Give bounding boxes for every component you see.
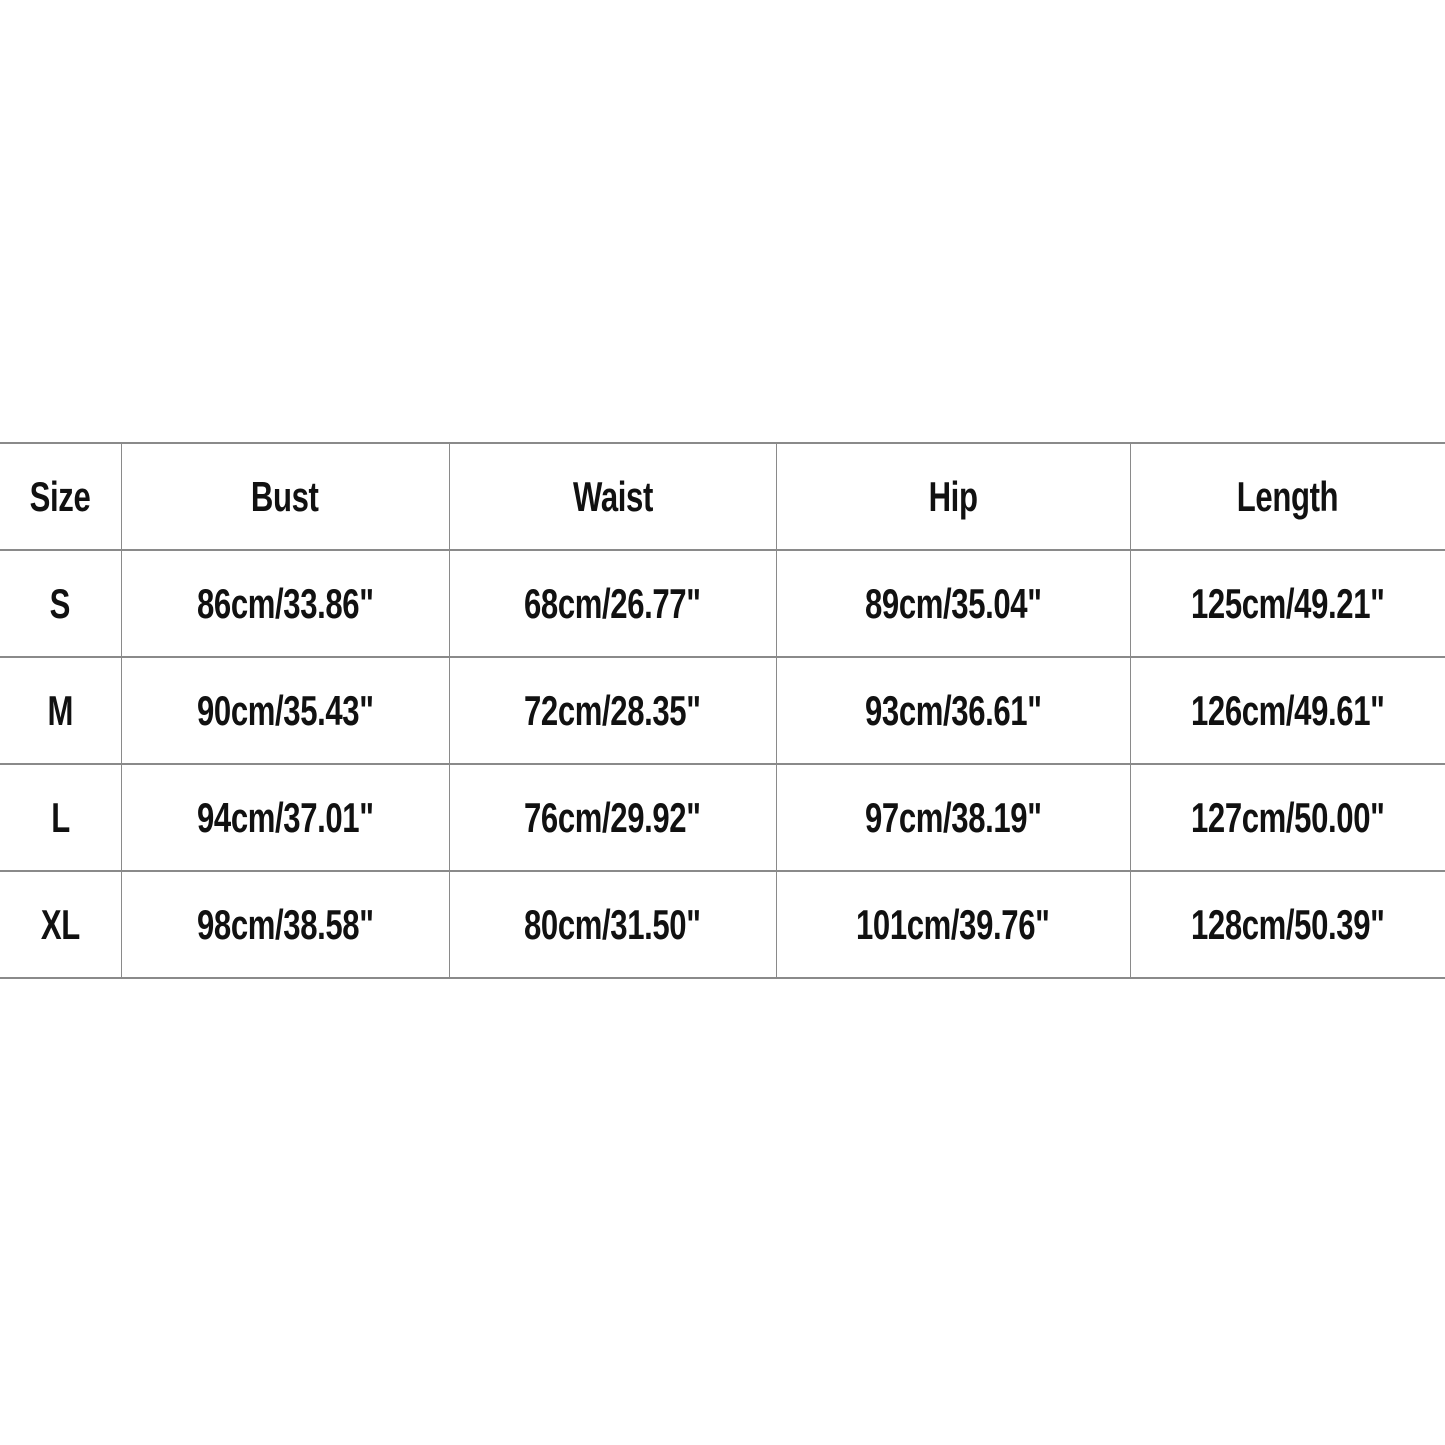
table-row: S 86cm/33.86" 68cm/26.77" 89cm/35.04" 125cm/…: [0, 549, 1445, 658]
cell-hip: 93cm/36.61": [775, 656, 1130, 765]
header-cell-hip: Hip: [775, 442, 1130, 551]
header-cell-size: Size: [0, 442, 121, 551]
cell-text: 97cm/38.19": [864, 793, 1042, 841]
table-row: XL 98cm/38.58" 80cm/31.50" 101cm/39.76" 128c…: [0, 870, 1445, 979]
header-cell-length: Length: [1129, 442, 1445, 551]
header-cell-waist: Waist: [448, 442, 776, 551]
cell-text: Waist: [572, 472, 653, 520]
cell-bust: 86cm/33.86": [120, 549, 449, 658]
cell-hip: 101cm/39.76": [775, 870, 1130, 979]
cell-text: S: [50, 579, 71, 627]
cell-bust: 94cm/37.01": [120, 763, 449, 872]
cell-text: M: [47, 686, 74, 734]
cell-text: 76cm/29.92": [524, 793, 701, 841]
cell-text: 94cm/37.01": [196, 793, 374, 841]
cell-length: 126cm/49.61": [1129, 656, 1445, 765]
cell-text: 126cm/49.61": [1191, 686, 1385, 734]
cell-text: 72cm/28.35": [524, 686, 701, 734]
cell-waist: 68cm/26.77": [448, 549, 776, 658]
cell-text: Length: [1237, 472, 1339, 520]
cell-text: 128cm/50.39": [1191, 900, 1385, 948]
cell-text: 93cm/36.61": [864, 686, 1042, 734]
cell-text: 101cm/39.76": [856, 900, 1050, 948]
cell-waist: 72cm/28.35": [448, 656, 776, 765]
size-chart-table: Size Bust Waist Hip Length S 86cm/33.86" 68cm/2…: [0, 442, 1445, 979]
table-row: L 94cm/37.01" 76cm/29.92" 97cm/38.19" 127cm/…: [0, 763, 1445, 872]
cell-size: XL: [0, 870, 121, 979]
cell-text: Hip: [928, 472, 978, 520]
cell-hip: 97cm/38.19": [775, 763, 1130, 872]
cell-bust: 90cm/35.43": [120, 656, 449, 765]
cell-length: 128cm/50.39": [1129, 870, 1445, 979]
cell-size: M: [0, 656, 121, 765]
cell-waist: 76cm/29.92": [448, 763, 776, 872]
cell-length: 127cm/50.00": [1129, 763, 1445, 872]
cell-text: Bust: [251, 472, 319, 520]
cell-text: 90cm/35.43": [196, 686, 374, 734]
table-row: M 90cm/35.43" 72cm/28.35" 93cm/36.61" 126cm/…: [0, 656, 1445, 765]
cell-text: 98cm/38.58": [196, 900, 374, 948]
cell-size: L: [0, 763, 121, 872]
cell-length: 125cm/49.21": [1129, 549, 1445, 658]
cell-size: S: [0, 549, 121, 658]
header-row: Size Bust Waist Hip Length: [0, 442, 1445, 551]
cell-text: 127cm/50.00": [1191, 793, 1385, 841]
cell-text: L: [50, 793, 70, 841]
cell-waist: 80cm/31.50": [448, 870, 776, 979]
cell-text: 86cm/33.86": [196, 579, 374, 627]
cell-text: 89cm/35.04": [864, 579, 1042, 627]
cell-text: 80cm/31.50": [524, 900, 701, 948]
cell-text: Size: [29, 472, 91, 520]
cell-text: 125cm/49.21": [1191, 579, 1385, 627]
cell-text: 68cm/26.77": [524, 579, 701, 627]
header-cell-bust: Bust: [120, 442, 449, 551]
cell-text: XL: [40, 900, 80, 948]
cell-hip: 89cm/35.04": [775, 549, 1130, 658]
cell-bust: 98cm/38.58": [120, 870, 449, 979]
